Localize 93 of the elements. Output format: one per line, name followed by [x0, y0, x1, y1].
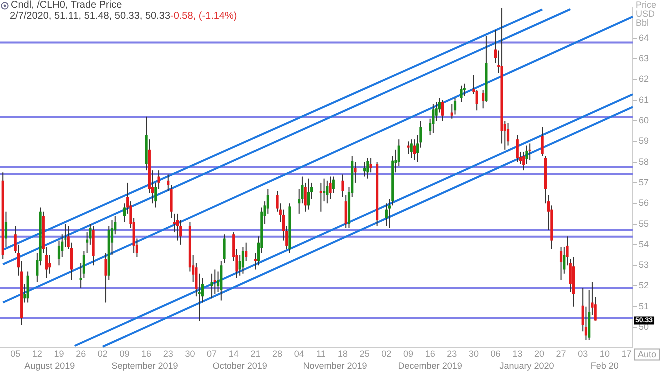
candlestick [329, 176, 332, 200]
text: September 2019 [112, 360, 178, 371]
candlestick [541, 126, 544, 157]
x-tick-label: 30 [468, 349, 479, 360]
candlestick [460, 85, 463, 103]
y-tick-label: 51 [639, 301, 650, 312]
y-tick-label: 64 [639, 32, 650, 43]
chart-title: Cndl, /CLH0, Trade Price [11, 0, 122, 11]
candlestick [245, 242, 248, 262]
candlestick [176, 213, 180, 242]
candlestick [432, 104, 435, 134]
y-tick-label: 54 [639, 239, 650, 250]
x-tick-label: 21 [250, 349, 261, 360]
x-tick-label: 25 [360, 349, 370, 360]
candlestick [364, 162, 366, 178]
candlestick [223, 234, 226, 264]
x-tick-label: 02 [382, 349, 392, 360]
candlestick [322, 178, 326, 202]
candlestick [26, 271, 30, 304]
y-tick-label: 57 [639, 177, 650, 188]
chart-subtitle: 2/7/2020, 51.11, 51.48, 50.33, 50.33 [10, 11, 171, 22]
x-tick-label: 05 [10, 349, 21, 360]
x-tick-label: 11 [316, 349, 326, 360]
candlestick [320, 182, 322, 212]
candlestick [407, 141, 410, 155]
x-tick-label: 19 [54, 349, 64, 360]
annotation: -0.58, (-1.14%) [170, 11, 238, 22]
candlestick [158, 170, 160, 190]
candlestick [344, 194, 348, 229]
candlestick [413, 139, 416, 161]
y-axis-title: Price USD Bbl [636, 0, 657, 28]
text: October 2019 [212, 360, 268, 371]
candlestick [254, 252, 257, 270]
x-tick-label: 28 [272, 349, 283, 360]
text: Feb 20 [590, 360, 619, 371]
y-tick-label: 62 [639, 74, 650, 84]
y-tick-label: 53 [639, 260, 650, 270]
x-tick-label: 13 [512, 349, 523, 360]
text: January 2020 [500, 360, 554, 371]
x-tick-label: 16 [142, 349, 152, 360]
candlestick [441, 100, 444, 122]
x-tick-label: 09 [403, 349, 414, 360]
candlestick [560, 246, 563, 281]
text: November 2019 [303, 360, 368, 371]
candlestick [342, 174, 344, 198]
x-tick-label: 18 [338, 349, 348, 360]
x-tick-label: 07 [207, 349, 218, 360]
x-tick-label: 03 [578, 349, 588, 360]
x-tick-label: 23 [447, 349, 458, 360]
candlestick [385, 203, 388, 227]
y-tick-label: 55 [639, 218, 650, 229]
x-tick-label: 06 [490, 349, 501, 360]
y-tick-label: 56 [639, 198, 650, 208]
y-tick-label: 59 [639, 136, 650, 146]
x-tick-label: 20 [534, 349, 544, 360]
candlestick [516, 134, 519, 163]
x-tick-label: 16 [425, 349, 436, 360]
x-tick-label: 26 [76, 349, 86, 360]
candlestick [48, 254, 52, 274]
x-tick-label: 09 [120, 349, 130, 360]
candlestick [104, 252, 108, 304]
candlestick [506, 122, 510, 146]
candlestick [326, 180, 329, 204]
text: Auto [638, 350, 657, 360]
x-tick-label: 02 [98, 349, 108, 360]
x-tick-label: 30 [185, 349, 196, 360]
candlestick [214, 269, 216, 295]
candlestick [4, 211, 8, 248]
x-tick-label: 12 [32, 349, 42, 360]
y-tick-label: 60 [639, 115, 650, 126]
candlestick [173, 213, 176, 234]
x-tick-label: 17 [622, 349, 632, 360]
candlestick [354, 162, 357, 184]
candlestick [454, 98, 457, 116]
y-tick-label: 52 [639, 280, 650, 291]
x-tick-label: 14 [228, 349, 239, 360]
candlestick [366, 158, 370, 180]
candlestick [210, 273, 214, 300]
x-tick-label: 10 [600, 349, 610, 360]
candlestick [307, 178, 310, 210]
candlestick [482, 90, 485, 110]
y-tick-label: 58 [639, 156, 650, 167]
candlestick [528, 143, 532, 161]
text: August 2019 [24, 360, 76, 371]
candlestick [242, 246, 245, 274]
y-tick-label: 61 [639, 94, 650, 105]
x-tick-label: 04 [294, 349, 304, 360]
text: December 2019 [398, 360, 462, 371]
x-tick-label: 27 [556, 349, 566, 360]
candlestick [370, 158, 372, 174]
x-tick-label: 23 [163, 349, 174, 360]
candlestick [410, 139, 413, 159]
y-tick-label: 63 [639, 54, 650, 64]
